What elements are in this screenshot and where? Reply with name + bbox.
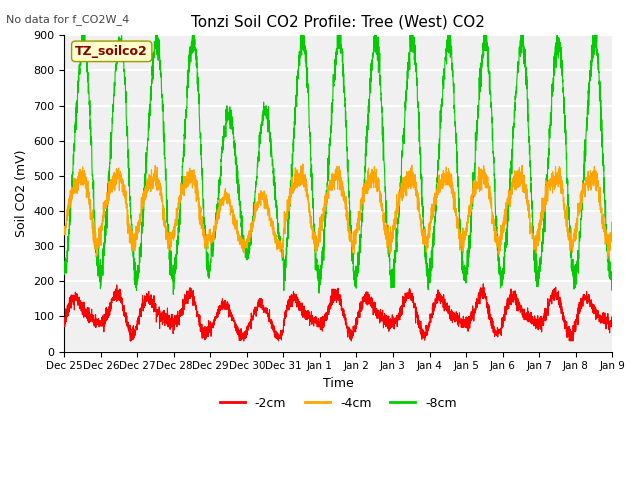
Text: No data for f_CO2W_4: No data for f_CO2W_4 [6,14,130,25]
Legend: -2cm, -4cm, -8cm: -2cm, -4cm, -8cm [214,392,462,415]
Text: TZ_soilco2: TZ_soilco2 [76,45,148,58]
Y-axis label: Soil CO2 (mV): Soil CO2 (mV) [15,150,28,237]
Title: Tonzi Soil CO2 Profile: Tree (West) CO2: Tonzi Soil CO2 Profile: Tree (West) CO2 [191,15,485,30]
X-axis label: Time: Time [323,377,354,390]
